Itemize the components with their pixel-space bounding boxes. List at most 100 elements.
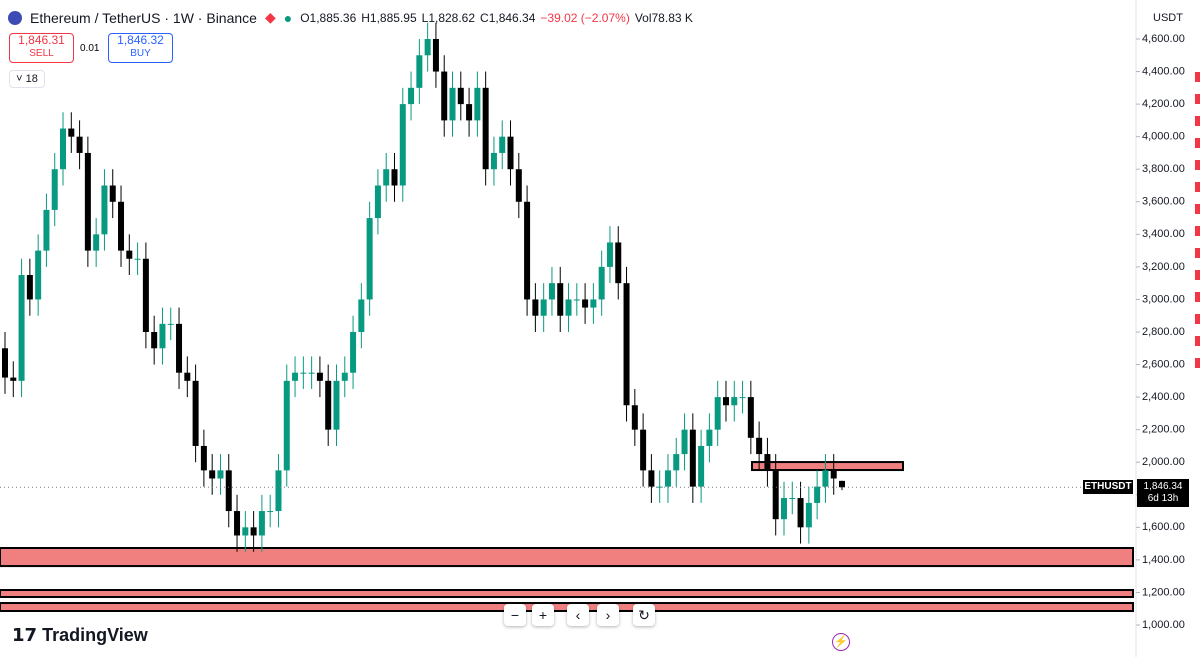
candle-body [780, 498, 787, 520]
edge-dash [1195, 160, 1200, 170]
ohlc-value: −39.02 (−2.07%) [540, 10, 630, 25]
candle-body [374, 185, 381, 219]
candle-body [424, 39, 431, 56]
candle-body [739, 397, 746, 399]
y-tick-label: 1,000.00 [1142, 619, 1185, 631]
buy-label: BUY [130, 48, 151, 59]
candle-body [60, 128, 67, 170]
indicators-toggle[interactable]: ˅ 18 [9, 70, 45, 88]
candle-body [76, 136, 83, 153]
candle-body [126, 250, 133, 259]
candle-body [698, 445, 705, 487]
candle-body [499, 136, 506, 153]
zoom-in[interactable]: + [532, 604, 554, 626]
candle-body [722, 397, 729, 406]
candle-body [200, 445, 207, 471]
alert-icon[interactable]: ⚡ [832, 633, 850, 651]
y-tick-label: 4,400.00 [1142, 65, 1185, 77]
candle-body [258, 511, 265, 536]
zoom-out[interactable]: − [504, 604, 526, 626]
indicators-count: 18 [25, 73, 38, 85]
candle-body [441, 71, 448, 121]
candle-body [325, 380, 332, 430]
candle-body [482, 87, 489, 170]
candle-body [449, 87, 456, 121]
candle-body [391, 169, 398, 186]
ohlc-value: C1,846.34 [480, 10, 536, 25]
candle-body [51, 169, 58, 210]
candle-body [573, 299, 580, 301]
candle-body [615, 242, 622, 284]
zone [0, 589, 1134, 599]
candle-body [466, 104, 473, 121]
candle-body [689, 429, 696, 487]
candle-body [2, 348, 8, 378]
sell-label: SELL [29, 48, 54, 59]
candle-body [26, 275, 33, 300]
y-tick-label: 2,600.00 [1142, 358, 1185, 370]
candle-body [18, 275, 25, 381]
ohlc-value: Vol78.83 K [634, 10, 693, 25]
candle-body [159, 323, 166, 349]
candle-body [167, 323, 174, 325]
y-tick-label: 3,800.00 [1142, 163, 1185, 175]
ohlc-value: H1,885.95 [361, 10, 417, 25]
candle-body [142, 258, 149, 332]
brand-name: TradingView [42, 625, 148, 645]
candle-body [101, 185, 108, 235]
candle-body [524, 201, 531, 300]
symbol-tag: ETHUSDT [1083, 480, 1133, 495]
candle-body [507, 136, 514, 170]
symbol[interactable]: Ethereum / TetherUS · 1W · Binance [30, 9, 257, 26]
y-tick-label: 3,000.00 [1142, 293, 1185, 305]
candle-body [84, 152, 91, 251]
candle-body [43, 209, 50, 251]
candle-body [557, 283, 564, 316]
y-tick-label: 2,400.00 [1142, 391, 1185, 403]
reset[interactable]: ↻ [633, 604, 655, 626]
candle-body [598, 266, 605, 300]
y-tick-label: 4,600.00 [1142, 33, 1185, 45]
candle-body [292, 372, 299, 381]
zone [751, 461, 904, 472]
buy-button[interactable]: 1,846.32 BUY [108, 33, 173, 63]
candle-body [275, 470, 282, 512]
y-tick-label: 3,400.00 [1142, 228, 1185, 240]
candle-body [814, 486, 821, 503]
edge-dash [1195, 72, 1200, 82]
candle-body [151, 332, 158, 349]
candle-body [656, 486, 663, 488]
candle-body [383, 169, 390, 186]
y-tick-label: 2,000.00 [1142, 456, 1185, 468]
scroll-left[interactable]: ‹ [567, 604, 589, 626]
candle-body [209, 470, 216, 479]
sell-price: 1,846.31 [18, 33, 65, 47]
sell-button[interactable]: 1,846.31 SELL [9, 33, 74, 63]
candle-body [490, 152, 497, 170]
candle-body [432, 39, 439, 72]
candle-body [839, 480, 845, 488]
candle-body [408, 87, 415, 105]
y-tick-label: 1,600.00 [1142, 521, 1185, 533]
edge-dash [1195, 292, 1200, 302]
candle-body [582, 299, 589, 308]
candle-body [242, 527, 249, 536]
y-tick-label: 3,200.00 [1142, 261, 1185, 273]
scroll-right[interactable]: › [597, 604, 619, 626]
candle-body [805, 502, 812, 528]
candle-body [756, 437, 763, 455]
edge-dash [1195, 138, 1200, 148]
y-tick-label: 1,400.00 [1142, 554, 1185, 566]
countdown: 6d 13h [1147, 493, 1179, 505]
zone [0, 602, 1134, 613]
coin-icon [8, 10, 22, 25]
candle-body [631, 405, 638, 430]
candle-body [565, 299, 572, 316]
price-tag: 1,846.34 6d 13h [1137, 479, 1189, 508]
edge-dash [1195, 94, 1200, 104]
candle-body [134, 258, 141, 260]
candle-body [225, 470, 232, 512]
y-tick-label: 2,200.00 [1142, 424, 1185, 436]
dot: ◆ [264, 9, 276, 25]
